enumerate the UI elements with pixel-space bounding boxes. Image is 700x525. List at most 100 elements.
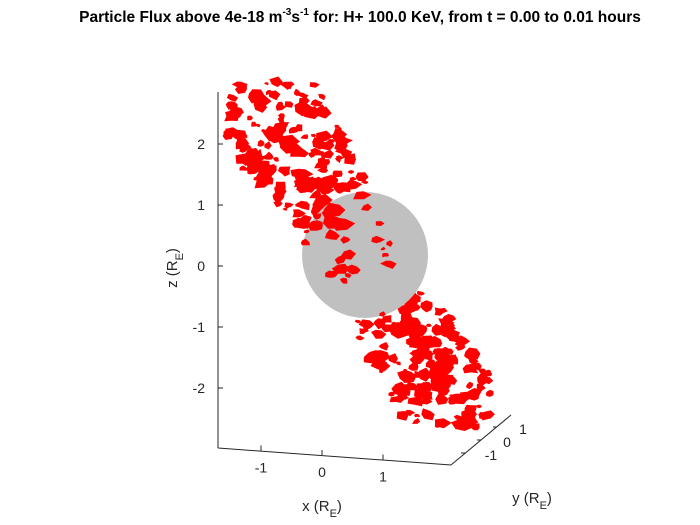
flux-patch bbox=[329, 176, 339, 186]
flux-patch bbox=[444, 374, 454, 381]
flux-patch bbox=[340, 236, 351, 244]
y-axis-ticks: -1 01 bbox=[461, 421, 527, 463]
flux-patch bbox=[371, 329, 387, 339]
flux-patch bbox=[312, 137, 323, 145]
y-axis-label: y (RE) bbox=[512, 490, 552, 512]
flux-patch bbox=[391, 381, 409, 397]
flux-patch bbox=[387, 353, 398, 364]
flux-patch bbox=[420, 391, 433, 400]
flux-patch bbox=[356, 194, 363, 200]
flux-patch bbox=[474, 404, 483, 409]
z-tick-label: 0 bbox=[197, 258, 205, 274]
flux-patch bbox=[317, 106, 332, 119]
flux-patch bbox=[345, 264, 361, 275]
flux-patch bbox=[389, 395, 405, 403]
flux-patch bbox=[339, 277, 348, 284]
flux-patch bbox=[334, 254, 346, 265]
flux-patch bbox=[275, 103, 287, 111]
flux-patch bbox=[361, 203, 373, 211]
flux-patches-front bbox=[300, 191, 397, 317]
flux-patch bbox=[431, 323, 444, 336]
flux-patch bbox=[318, 184, 335, 195]
flux-patch bbox=[412, 417, 421, 424]
flux-patch bbox=[396, 411, 409, 421]
flux-patch bbox=[284, 101, 294, 108]
flux-patch bbox=[466, 381, 474, 389]
z-tick-label: 2 bbox=[197, 136, 205, 152]
flux-patch bbox=[325, 229, 340, 240]
flux-patch bbox=[315, 130, 334, 142]
flux-patch bbox=[425, 351, 435, 356]
flux-patch bbox=[421, 408, 435, 421]
flux-patch bbox=[231, 81, 248, 89]
flux-patch bbox=[381, 361, 388, 368]
x-tick-label: 0 bbox=[318, 464, 326, 480]
flux-patch bbox=[438, 318, 455, 328]
flux-patch bbox=[332, 170, 343, 178]
flux-patch bbox=[478, 410, 495, 421]
flux-patch bbox=[304, 106, 321, 120]
flux-patch bbox=[416, 342, 427, 350]
flux-patch bbox=[336, 188, 345, 194]
flux-patch bbox=[293, 124, 303, 132]
flux-patch bbox=[386, 240, 393, 247]
flux-patch bbox=[382, 252, 389, 258]
flux-patch bbox=[485, 389, 494, 397]
flux-patch bbox=[455, 343, 466, 351]
flux-patch bbox=[256, 177, 264, 183]
flux-patch bbox=[268, 90, 281, 101]
flux-patch bbox=[434, 353, 444, 361]
flux-patch bbox=[345, 180, 363, 190]
flux-patch bbox=[478, 373, 485, 378]
flux-patch bbox=[226, 93, 239, 102]
flux-patch bbox=[239, 165, 248, 171]
flux-patch bbox=[273, 157, 279, 162]
flux-patch bbox=[330, 127, 348, 141]
flux-patch bbox=[378, 342, 389, 351]
flux-patch bbox=[408, 363, 419, 371]
flux-patch bbox=[467, 388, 483, 401]
flux-patch bbox=[264, 82, 269, 86]
flux-patch bbox=[273, 201, 283, 208]
flux-patch bbox=[420, 300, 433, 313]
flux-patch bbox=[477, 368, 487, 376]
flux-patch bbox=[277, 101, 284, 107]
flux-patch bbox=[318, 94, 326, 101]
flux-patch bbox=[235, 137, 250, 150]
y-tick-label: 1 bbox=[519, 421, 527, 437]
flux-patch bbox=[347, 154, 353, 159]
flux-patch bbox=[334, 157, 341, 164]
z-tick-label: -1 bbox=[193, 319, 206, 335]
flux-patch bbox=[307, 220, 323, 231]
flux-patch bbox=[300, 238, 310, 246]
flux-patch bbox=[323, 214, 345, 229]
flux-patch bbox=[418, 367, 431, 380]
flux-patch bbox=[294, 200, 310, 211]
flux-patch bbox=[435, 393, 449, 405]
flux-patch bbox=[226, 106, 244, 117]
flux-patch bbox=[375, 221, 385, 226]
flux-patch bbox=[257, 139, 265, 147]
flux-patch bbox=[344, 273, 352, 278]
flux-patch bbox=[320, 158, 331, 167]
flux-patch bbox=[442, 314, 457, 324]
flux-patch bbox=[251, 121, 257, 127]
flux-patch bbox=[355, 335, 365, 341]
flux-patch bbox=[255, 160, 270, 171]
flux-patch bbox=[414, 413, 420, 418]
flux-patch bbox=[451, 415, 477, 431]
x-tick-label: 1 bbox=[379, 469, 387, 485]
flux-patch bbox=[312, 213, 321, 220]
flux-patch bbox=[284, 84, 292, 89]
flux-patch bbox=[397, 370, 417, 383]
flux-patch bbox=[252, 94, 272, 108]
flux-patch bbox=[304, 229, 310, 234]
flux-patch bbox=[313, 150, 319, 155]
flux-patch bbox=[246, 160, 262, 172]
flux-patch bbox=[300, 134, 309, 140]
flux-patch bbox=[420, 382, 433, 392]
flux-patch bbox=[239, 146, 248, 153]
flux-patch bbox=[435, 371, 446, 379]
flux-patch bbox=[273, 122, 290, 136]
